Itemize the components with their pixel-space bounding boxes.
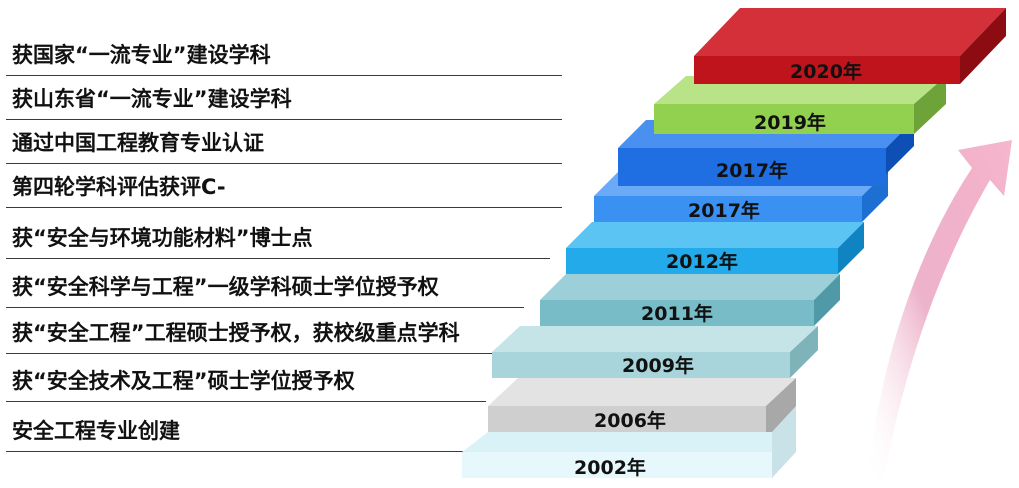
year-label: 2017年 — [688, 199, 760, 222]
milestone-text: 获“安全科学与工程”一级学科硕士学位授予权 — [12, 275, 439, 299]
year-label: 2020年 — [790, 60, 862, 83]
milestone-text: 获“安全与环境功能材料”博士点 — [12, 226, 313, 250]
milestone-item: 获国家“一流专业”建设学科 — [6, 36, 562, 76]
milestone-item: 获“安全工程”工程硕士授予权，获校级重点学科 — [6, 314, 514, 354]
step-2009: 2009年 — [492, 326, 818, 378]
milestone-text: 第四轮学科评估获评C- — [12, 175, 226, 199]
milestone-text: 获“安全工程”工程硕士授予权，获校级重点学科 — [12, 321, 460, 345]
milestone-item: 安全工程专业创建 — [6, 412, 464, 452]
year-label: 2011年 — [641, 302, 713, 325]
step-2019: 2019年 — [654, 76, 946, 134]
year-label: 2006年 — [594, 409, 666, 432]
milestone-item: 获“安全技术及工程”硕士学位授予权 — [6, 362, 486, 402]
step-2012: 2012年 — [566, 222, 864, 274]
year-label: 2009年 — [622, 354, 694, 377]
year-label: 2002年 — [574, 456, 646, 479]
milestone-item: 通过中国工程教育专业认证 — [6, 124, 562, 164]
year-label: 2019年 — [754, 111, 826, 134]
milestone-text: 获国家“一流专业”建设学科 — [12, 43, 271, 67]
milestone-text: 获山东省“一流专业”建设学科 — [12, 87, 292, 111]
step-2011: 2011年 — [540, 274, 840, 326]
growth-arrow-icon — [868, 140, 1012, 478]
step-2020: 2020年 — [694, 8, 1006, 84]
milestone-item: 获“安全科学与工程”一级学科硕士学位授予权 — [6, 268, 524, 308]
year-label: 2017年 — [716, 159, 788, 182]
milestone-text: 获“安全技术及工程”硕士学位授予权 — [12, 369, 355, 393]
year-label: 2012年 — [666, 250, 738, 273]
step-2006: 2006年 — [488, 378, 796, 432]
milestone-item: 获山东省“一流专业”建设学科 — [6, 80, 562, 120]
milestone-text: 通过中国工程教育专业认证 — [12, 131, 264, 155]
milestone-text: 安全工程专业创建 — [12, 419, 180, 443]
milestone-item: 获“安全与环境功能材料”博士点 — [6, 219, 550, 259]
milestone-item: 第四轮学科评估获评C- — [6, 168, 562, 208]
